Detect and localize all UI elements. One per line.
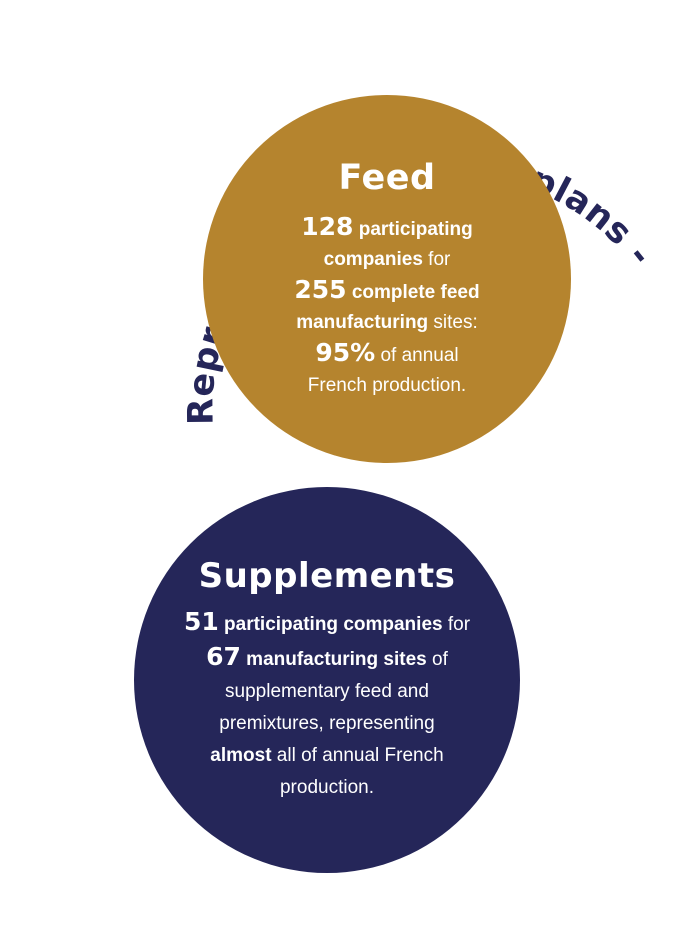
supplements-text: for	[442, 614, 471, 635]
supplements-companies-count: 51	[183, 607, 219, 636]
feed-circle: Feed 128 participating companies for 255…	[203, 95, 571, 463]
feed-line-4: manufacturing sites:	[294, 308, 479, 338]
supplements-text: almost	[210, 745, 272, 766]
supplements-sites-count: 67	[206, 642, 241, 671]
arc-title-part2: Key figures	[0, 0, 15, 9]
feed-body: 128 participating companies for 255 comp…	[294, 212, 479, 401]
feed-line-1: 128 participating	[294, 212, 479, 245]
supplements-line-1: 51 participating companies for	[184, 606, 470, 641]
supplements-line-2: 67 manufacturing sites of	[184, 641, 470, 676]
feed-line-6: French production.	[294, 371, 479, 401]
supplements-circle: Supplements 51 participating companies f…	[134, 487, 520, 873]
supplements-line-6: production.	[184, 772, 470, 804]
feed-line-2: companies for	[294, 245, 479, 275]
feed-text: companies	[323, 248, 423, 270]
supplements-text: manufacturing sites	[240, 649, 427, 670]
supplements-text: all of annual French	[271, 745, 444, 766]
supplements-text: premixtures, representing	[219, 713, 435, 734]
feed-text: for	[422, 248, 451, 270]
feed-companies-count: 128	[301, 211, 354, 241]
feed-sites-count: 255	[294, 274, 347, 304]
supplements-body: 51 participating companies for 67 manufa…	[184, 606, 470, 804]
feed-title: Feed	[338, 157, 436, 198]
feed-production-percent: 95%	[315, 337, 376, 367]
supplements-line-3: supplementary feed and	[184, 676, 470, 708]
supplements-text: participating companies	[218, 614, 443, 635]
feed-text: manufacturing	[296, 311, 429, 333]
supplements-title: Supplements	[198, 556, 456, 596]
feed-line-3: 255 complete feed	[294, 275, 479, 308]
feed-text: French production.	[307, 374, 467, 396]
feed-line-5: 95% of annual	[294, 338, 479, 371]
supplements-text: production.	[279, 777, 374, 798]
feed-text: complete feed	[346, 281, 480, 303]
supplements-text: of	[426, 649, 448, 670]
feed-text: of annual	[375, 344, 459, 366]
supplements-text: supplementary feed and	[225, 681, 429, 702]
supplements-line-4: premixtures, representing	[184, 708, 470, 740]
feed-text: sites:	[428, 311, 478, 333]
feed-text: participating	[353, 218, 473, 240]
supplements-line-5: almost all of annual French	[184, 740, 470, 772]
